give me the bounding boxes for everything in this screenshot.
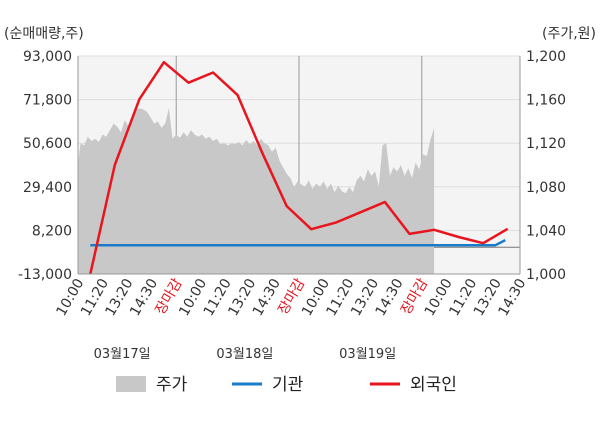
right-tick-label: 1,040 (526, 223, 566, 239)
left-tick-label: -13,000 (18, 267, 72, 283)
left-axis-ticks: 93,000 71,800 50,600 29,400 8,200 -13,000 (18, 49, 72, 283)
left-tick-label: 93,000 (23, 49, 72, 65)
date-label: 03월18일 (216, 347, 273, 362)
left-tick-label: 50,600 (23, 136, 72, 152)
right-tick-label: 1,200 (526, 49, 566, 65)
left-axis-unit-label: (순매매량,주) (4, 26, 84, 42)
price-area (78, 108, 435, 274)
right-tick-label: 1,120 (526, 136, 566, 152)
left-tick-label: 29,400 (23, 180, 72, 196)
x-axis-ticks: 10:0011:2013:2014:30장마감10:0011:2013:2014… (53, 276, 529, 319)
right-axis-ticks: 1,200 1,160 1,120 1,080 1,040 1,000 (526, 49, 566, 283)
institution-series-line (90, 238, 506, 247)
date-label: 03월19일 (339, 347, 396, 362)
series-lines-layer (89, 60, 509, 275)
legend-label: 기관 (272, 375, 303, 395)
legend-label: 주가 (156, 375, 188, 395)
right-axis-unit-label: (주가,원) (542, 26, 596, 42)
left-tick-label: 8,200 (32, 223, 72, 239)
price-area-layer (78, 108, 435, 274)
foreigner-series-line (89, 60, 509, 275)
right-tick-label: 1,080 (526, 180, 566, 196)
legend: 주가 기관 외국인 (116, 375, 457, 395)
date-labels: 03월17일 03월18일 03월19일 (94, 347, 397, 362)
right-tick-label: 1,160 (526, 93, 566, 109)
legend-label: 외국인 (410, 375, 457, 395)
legend-swatch-price (116, 376, 146, 392)
date-label: 03월17일 (94, 347, 151, 362)
left-tick-label: 71,800 (23, 93, 72, 109)
right-tick-label: 1,000 (526, 267, 566, 283)
axes-layer (77, 56, 521, 275)
